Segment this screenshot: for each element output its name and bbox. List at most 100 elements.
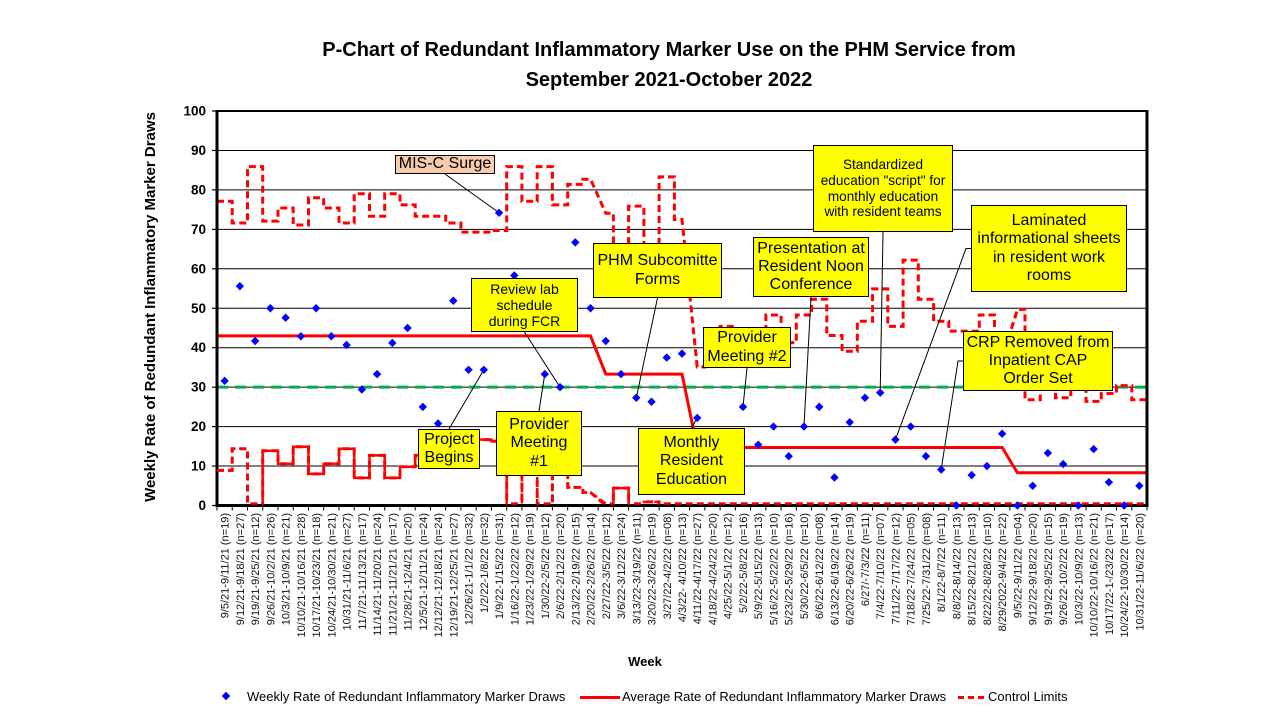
x-tick-label: 2/6/22-2/12/22 (n=20) — [555, 513, 567, 619]
x-tick-label: 7/4/22-7/10/22 (n=07) — [875, 513, 887, 619]
weekly-rate-point — [769, 422, 778, 431]
weekly-rate-point — [952, 501, 961, 510]
weekly-rate-point — [982, 461, 992, 471]
annotation-line: Review lab — [490, 281, 559, 297]
weekly-rate-point — [936, 465, 946, 474]
x-tick-label: 5/16/22-5/22/22 (n=10) — [769, 513, 781, 625]
legend-solid-line-icon — [580, 696, 620, 699]
legend-label-control-limits: Control Limits — [988, 689, 1068, 704]
x-tick-label: 7/11/22-7/17/22 (n=12) — [890, 513, 902, 624]
annotation-leader-line — [444, 173, 500, 214]
x-tick-label: 6/13/22-6/19/22 (n=14) — [830, 513, 842, 625]
weekly-rate-point — [586, 304, 595, 313]
annotation-line: Laminated — [1011, 212, 1087, 230]
y-tick-label: 100 — [183, 104, 206, 119]
x-tick-label: 10/17/21-10/23/21 (n=18) — [311, 513, 323, 637]
annotation-line: Monthly — [663, 434, 720, 452]
x-tick-label: 6/20/22-6/26/22 (n=19) — [845, 513, 857, 625]
y-tick-label: 60 — [191, 261, 206, 276]
weekly-rate-point — [1104, 478, 1114, 487]
weekly-rate-point — [845, 418, 854, 427]
y-tick-label: 40 — [191, 340, 206, 355]
x-axis-ticks: 9/5/21-9/11/21 (n=19) 9/12/21-9/18/21 (n=… — [216, 505, 1148, 637]
weekly-rate-point — [540, 369, 549, 379]
annotation-phm-subcommittee-forms: PHM Subcomitte Forms — [593, 243, 722, 298]
x-tick-label: 9/5/21-9/11/21 (n=19) — [220, 513, 232, 618]
weekly-rate-point — [1089, 444, 1098, 454]
annotation-line: rooms — [1026, 266, 1072, 284]
x-tick-label: 2/20/22-2/26/22 (n=14) — [586, 513, 598, 625]
x-tick-label: 9/19/22-9/25/22 (n=15) — [1043, 513, 1055, 625]
weekly-rate-point — [738, 402, 748, 412]
weekly-rate-point — [311, 304, 321, 313]
weekly-rate-point — [815, 402, 824, 412]
x-tick-label: 10/10/22-10/16/22 (n=21) — [1089, 513, 1101, 637]
annotation-line: Provider — [717, 329, 777, 347]
weekly-rate-point — [418, 402, 428, 412]
annotation-review-lab-schedule: Review lab schedule during FCR — [471, 278, 578, 332]
y-tick-label: 10 — [191, 459, 206, 474]
y-tick-label: 90 — [191, 143, 206, 158]
x-tick-label: 10/3/21-10/9/21 (n=21) — [281, 513, 293, 625]
gridlines — [217, 149, 1147, 467]
plot-frame — [215, 110, 1149, 507]
weekly-rate-point — [860, 393, 870, 403]
weekly-rate-point — [449, 296, 458, 305]
annotation-line: Meeting #2 — [707, 347, 787, 365]
weekly-rate-point — [875, 388, 885, 397]
x-tick-label: 5/23/22-5/29/22 (n=16) — [784, 513, 796, 625]
y-tick-label: 80 — [191, 182, 206, 197]
x-tick-label: 3/6/22-3/12/22 (n=24) — [616, 513, 628, 619]
x-tick-label: 9/12/21-9/18/21 (n=27) — [235, 513, 247, 625]
weekly-rate-point — [784, 451, 793, 461]
annotation-crp-removed: CRP Removed from Inpatient CAP Order Set — [963, 331, 1113, 391]
weekly-rate-point — [479, 365, 489, 374]
annotation-line: Meeting — [510, 434, 568, 452]
weekly-rate-point — [830, 473, 839, 482]
annotation-line: PHM Subcomitte — [597, 252, 718, 270]
annotation-line: Forms — [634, 270, 681, 288]
x-tick-label: 10/3/22-10/9/22 (n=13) — [1073, 513, 1085, 625]
x-tick-label: 5/9/22-5/15/22 (n=13) — [753, 513, 765, 619]
annotation-leader-lines — [444, 173, 971, 470]
weekly-rate-point — [494, 208, 504, 217]
annotation-leader-line — [538, 374, 546, 412]
x-tick-label: 2/27/22-3/5/22 (n=12) — [601, 513, 613, 619]
x-tick-label: 9/12/22-9/18/22 (n=20) — [1028, 513, 1040, 625]
x-tick-label: 10/24/21-10/30/21 (n=21) — [326, 513, 338, 637]
annotation-line: Conference — [769, 276, 853, 294]
x-tick-label: 9/5/22-9/11/22 (n=04) — [1012, 513, 1024, 618]
weekly-rate-point — [464, 365, 473, 374]
x-tick-label: 6/27/-7/3/22 (n=11) — [860, 513, 872, 606]
weekly-rate-point — [296, 332, 306, 341]
x-tick-label: 4/25/22-5/1/22 (n=12) — [723, 513, 735, 619]
x-tick-label: 6/6/22-6/12/22 (n=08) — [814, 513, 826, 619]
x-tick-label: 8/8/22-8/14/22 (n=13) — [951, 513, 963, 619]
average-rate-line — [217, 334, 1147, 475]
annotation-mis-c-surge: MIS-C Surge — [395, 155, 495, 174]
weekly-rate-point — [921, 451, 931, 461]
annotation-line: Education — [655, 470, 728, 488]
weekly-rate-point — [555, 382, 565, 392]
annotation-line: Order Set — [1003, 370, 1073, 388]
weekly-rate-point — [1013, 501, 1022, 510]
y-axis-title: Weekly Rate of Redundant Inflammatory Ma… — [142, 112, 159, 502]
weekly-rate-point — [616, 369, 626, 379]
weekly-rate-point — [906, 422, 915, 431]
x-tick-label: 3/13/22-3/19/22 (n=11) — [631, 513, 643, 624]
annotation-leader-line — [635, 297, 658, 398]
weekly-rate-point — [677, 349, 687, 358]
weekly-rate-point — [1135, 481, 1144, 490]
annotation-leader-line — [448, 369, 485, 430]
annotation-leader-line — [524, 331, 561, 388]
weekly-rate-point — [571, 238, 580, 247]
x-tick-label: 8/29/2022-9/4/22 (n=22) — [997, 513, 1009, 631]
x-tick-label: 1/16/22-1/22/22 (n=12) — [509, 513, 521, 625]
y-tick-label: 50 — [191, 301, 206, 316]
x-tick-label: 4/11/22-4/17/22 (n=27) — [692, 513, 704, 624]
x-tick-label: 10/24/22-10/30/22 (n=14) — [1119, 513, 1131, 637]
x-tick-label: 8/15/22-8/21/22 (n=13) — [967, 513, 979, 625]
y-tick-label: 20 — [191, 419, 206, 434]
x-tick-label: 4/3/22- 4/10/22 (n=13) — [677, 513, 689, 622]
legend-label-average-rate: Average Rate of Redundant Inflammatory M… — [622, 689, 947, 704]
